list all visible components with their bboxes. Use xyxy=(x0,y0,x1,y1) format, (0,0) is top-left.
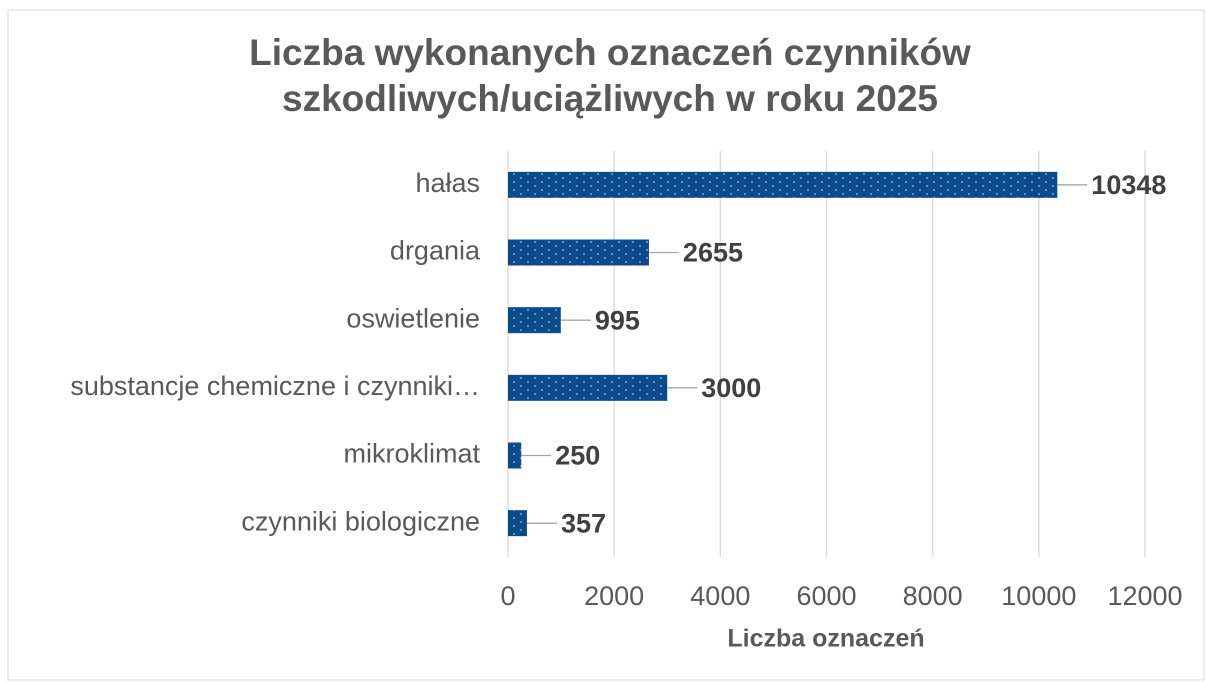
x-tick-label: 6000 xyxy=(796,581,856,611)
bar xyxy=(508,171,1058,198)
data-label: 3000 xyxy=(701,373,761,403)
x-tick-label: 4000 xyxy=(690,581,750,611)
bar xyxy=(508,307,561,334)
x-tick-label: 0 xyxy=(500,581,515,611)
x-tick-label: 12000 xyxy=(1107,581,1182,611)
data-label: 995 xyxy=(595,305,640,335)
x-axis-title: Liczba oznaczeń xyxy=(727,625,924,653)
bar xyxy=(508,239,649,266)
y-tick-label: substancje chemiczne i czynniki… xyxy=(70,371,480,401)
y-tick-label: drgania xyxy=(390,236,481,266)
y-tick-label: mikroklimat xyxy=(343,439,480,469)
data-label: 10348 xyxy=(1091,170,1166,200)
bar xyxy=(508,374,668,401)
bar xyxy=(508,442,522,469)
y-tick-label: hałas xyxy=(415,168,480,198)
data-label: 2655 xyxy=(683,238,743,268)
x-tick-label: 10000 xyxy=(1001,581,1076,611)
x-tick-label: 2000 xyxy=(584,581,644,611)
chart-border xyxy=(7,9,1205,681)
data-label: 250 xyxy=(555,441,600,471)
chart-title: Liczba wykonanych oznaczeń czynników szk… xyxy=(249,32,971,119)
data-label: 357 xyxy=(561,508,606,538)
y-tick-label: oswietlenie xyxy=(346,303,480,333)
bar xyxy=(508,510,527,537)
x-tick-label: 8000 xyxy=(903,581,963,611)
y-tick-label: czynniki biologiczne xyxy=(241,506,480,536)
